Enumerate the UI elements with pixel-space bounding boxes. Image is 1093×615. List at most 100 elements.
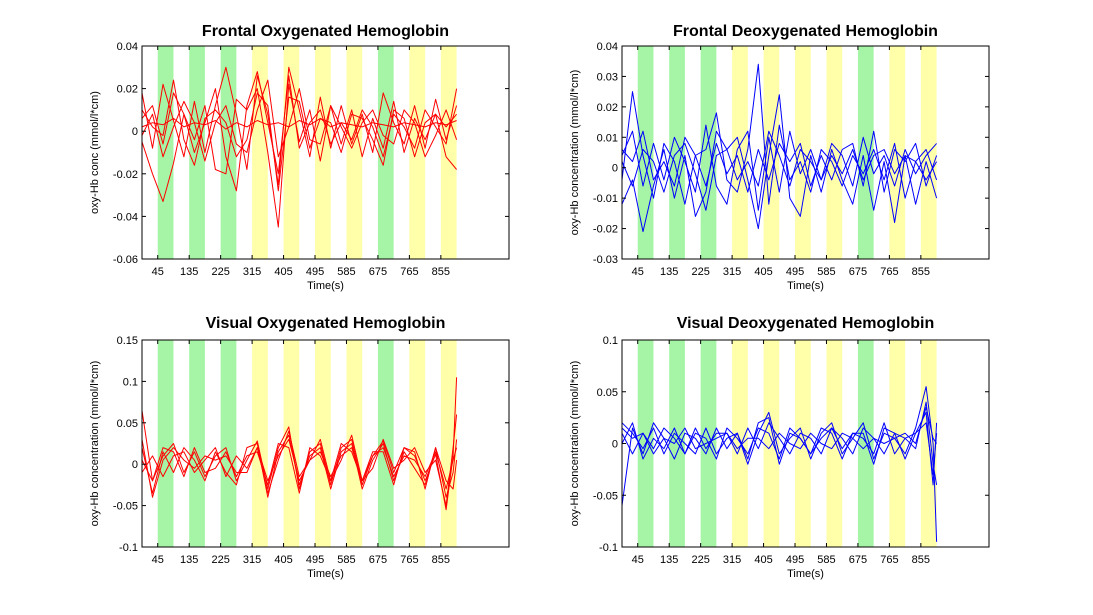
x-tick-label: 675 [849,266,867,278]
x-tick-label: 135 [660,554,678,566]
stimulus-block-1 [157,46,174,259]
stimulus-block-9 [409,340,426,547]
y-tick-label: -0.05 [113,501,138,513]
x-tick-label: 585 [337,554,355,566]
x-tick-label: 225 [211,266,229,278]
x-tick-label: 855 [432,266,450,278]
stimulus-block-7 [346,340,363,547]
x-tick-label: 855 [912,266,930,278]
stimulus-block-3 [220,340,237,547]
stimulus-block-2 [669,340,685,547]
stimulus-block-8 [857,46,874,259]
y-tick-label: 0.03 [597,71,618,83]
chart-title: Frontal Deoxygenated Hemoglobin [673,23,938,40]
x-tick-label: 765 [400,554,418,566]
y-tick-label: 0.15 [117,335,138,347]
y-axis-label: oxy-Hb concentration (mmol/l*cm) [569,361,581,527]
x-tick-label: 585 [337,266,355,278]
series-line-4 [141,443,458,494]
y-tick-label: -0.02 [593,224,618,236]
y-tick-label: 0.02 [117,84,138,96]
x-tick-label: 135 [180,266,198,278]
x-tick-label: 45 [632,554,644,566]
stimulus-block-7 [826,46,843,259]
y-tick-label: -0.04 [113,211,138,223]
chart-title: Visual Deoxygenated Hemoglobin [677,315,935,332]
y-tick-label: -0.1 [599,542,618,554]
chart-panel-3: 45 135 225 315 405 495 585 675 765 855 -0.1 -0.05 0 0… [89,315,510,580]
stimulus-block-8 [857,340,874,547]
stimulus-block-6 [315,340,331,547]
stimulus-block-5 [763,340,780,547]
x-tick-label: 405 [754,266,772,278]
x-tick-label: 225 [691,266,709,278]
x-axis-label: Time(s) [787,280,824,292]
chart-title: Frontal Oxygenated Hemoglobin [202,23,449,40]
x-tick-label: 675 [369,554,387,566]
series-line-2 [621,411,938,506]
y-tick-label: 0.05 [597,387,618,399]
x-tick-label: 495 [786,266,804,278]
y-tick-label: 0 [612,439,618,451]
stimulus-block-10 [440,340,457,547]
x-tick-label: 135 [660,266,678,278]
series-line-5 [141,414,458,507]
y-tick-label: 0.04 [597,41,618,53]
y-tick-label: 0.01 [597,132,618,144]
x-tick-label: 765 [880,554,898,566]
x-tick-label: 495 [786,554,804,566]
y-tick-label: -0.06 [113,254,138,266]
x-tick-label: 495 [306,554,324,566]
y-axis-label: oxy-Hb concentration (mmol/l*cm) [569,70,581,236]
x-tick-label: 45 [632,266,644,278]
x-axis-label: Time(s) [307,280,344,292]
axes-frame [141,45,510,260]
x-tick-label: 855 [912,554,930,566]
y-axis-label: oxy-Hb conc (mmol/l*cm) [89,91,101,214]
stimulus-block-4 [732,46,748,259]
y-tick-label: 0.05 [117,418,138,430]
series-line-1 [621,63,938,205]
series-line-6 [141,79,458,162]
x-tick-label: 405 [274,266,292,278]
series-line-2 [621,94,938,233]
y-tick-label: -0.01 [593,193,618,205]
series-line-5 [621,130,938,193]
stimulus-block-9 [409,46,426,259]
x-tick-label: 315 [243,266,261,278]
x-tick-label: 585 [817,554,835,566]
series-line-5 [621,406,938,455]
x-tick-label: 315 [243,554,261,566]
x-tick-label: 495 [306,266,324,278]
stimulus-block-2 [189,340,205,547]
series-line-5 [141,79,457,192]
y-tick-label: 0 [612,163,618,175]
stimulus-block-6 [315,46,331,259]
axes-frame [621,45,990,260]
y-tick-label: 0.1 [603,335,618,347]
chart-panel-4: 45 135 225 315 405 495 585 675 765 855 -0.1 -0.05 0 0… [569,315,990,580]
y-tick-label: -0.1 [119,542,138,554]
series-line-3 [621,124,937,211]
x-tick-label: 765 [400,266,418,278]
stimulus-block-7 [346,46,363,259]
x-tick-label: 585 [817,266,835,278]
stimulus-block-6 [795,340,811,547]
x-axis-label: Time(s) [787,568,824,580]
y-tick-label: -0.02 [113,169,138,181]
y-tick-label: 0 [132,126,138,138]
x-tick-label: 225 [211,554,229,566]
x-axis-label: Time(s) [307,568,344,580]
x-tick-label: 675 [369,266,387,278]
chart-title: Visual Oxygenated Hemoglobin [206,315,446,332]
y-tick-label: 0.1 [123,376,138,388]
stimulus-block-8 [377,340,394,547]
stimulus-block-4 [252,340,268,547]
series-line-1 [141,66,458,185]
x-tick-label: 315 [723,266,741,278]
stimulus-block-10 [440,46,457,259]
series-line-4 [621,130,938,211]
y-axis-label: oxy-Hb concentration (mmol/l*cm) [89,361,101,527]
chart-panel-2: 45 135 225 315 405 495 585 675 765 855 -0.03 -0.02 -… [569,23,990,292]
